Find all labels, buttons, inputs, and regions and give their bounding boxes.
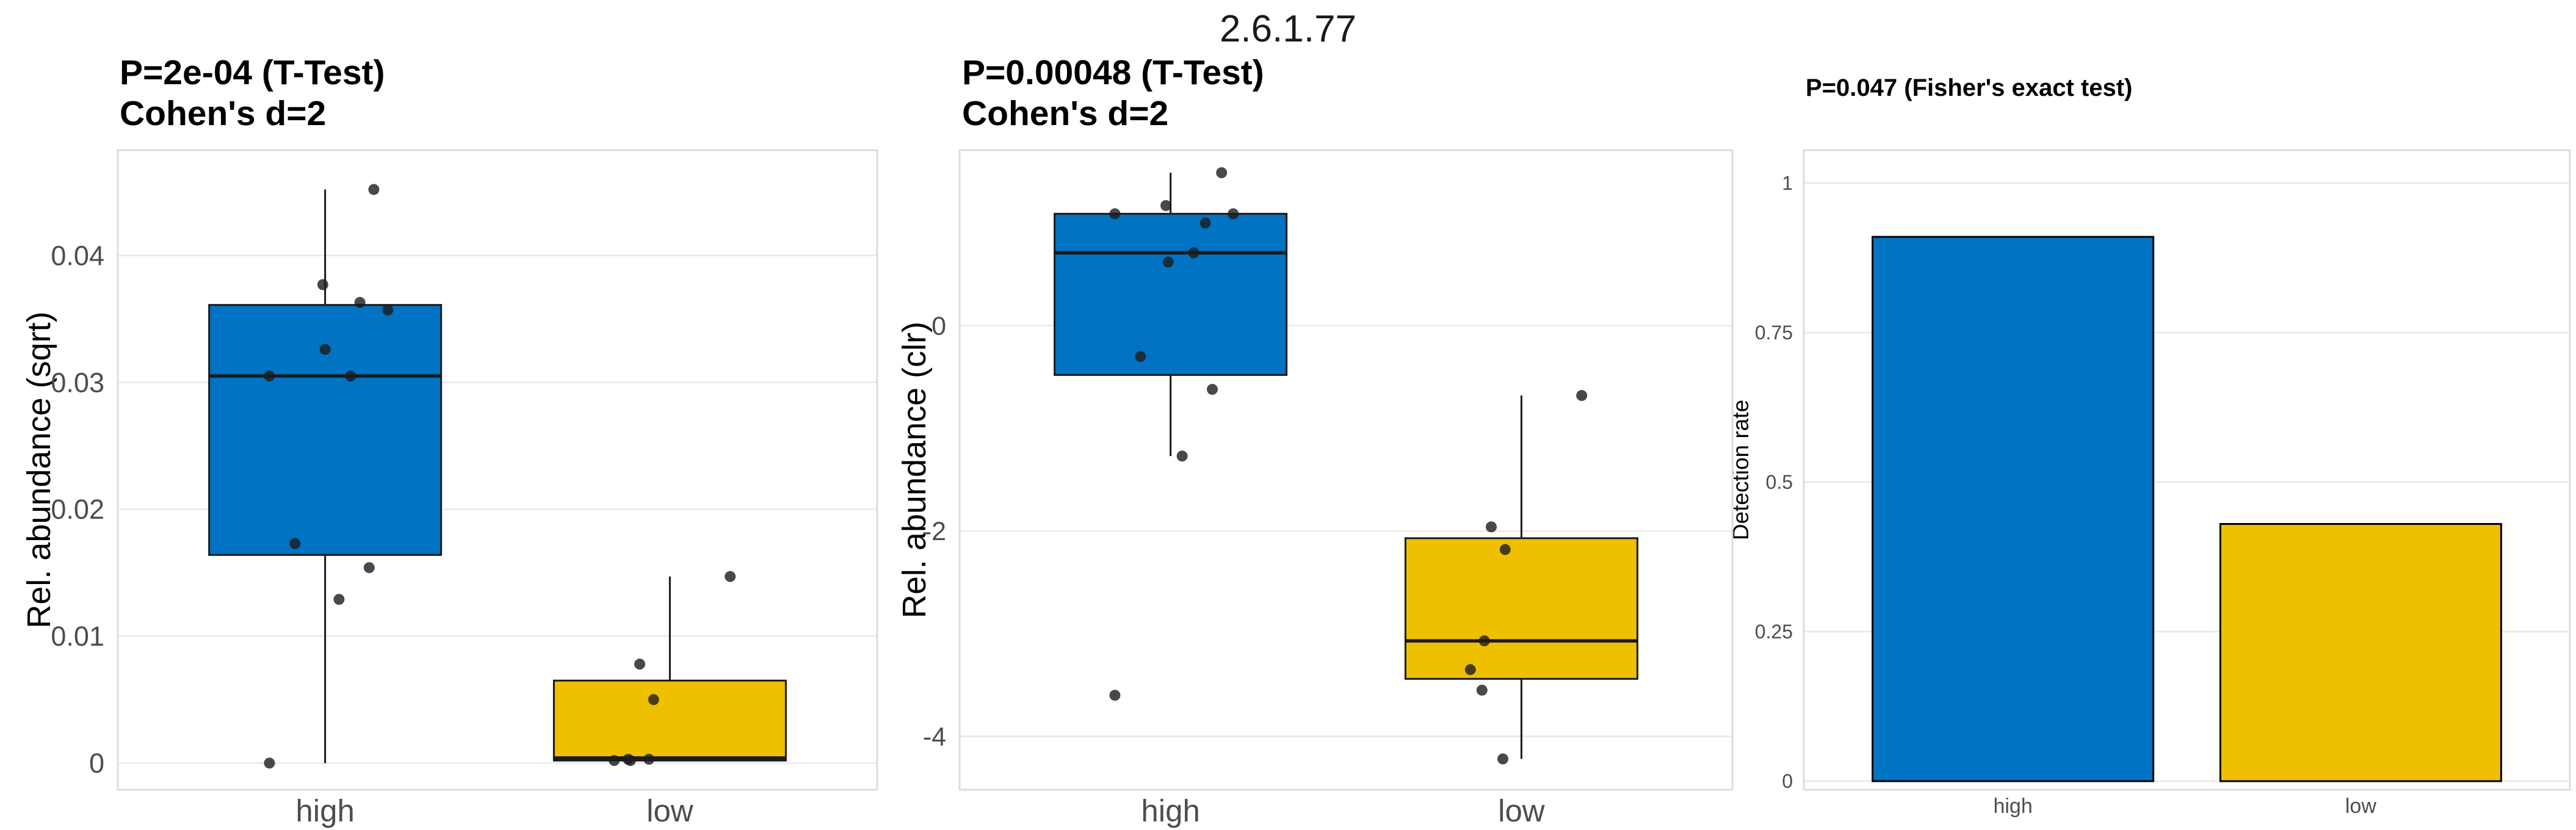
jitter-point-low (634, 659, 645, 670)
bar-low (2219, 523, 2502, 782)
jitter-point-high (363, 562, 375, 574)
jitter-point-high (1109, 690, 1121, 701)
y-tick-label: 0.02 (51, 494, 104, 525)
y-tick-label: 0 (1782, 770, 1793, 792)
y-tick-label: 0.25 (1755, 621, 1793, 643)
x-tick-label-high: high (295, 793, 354, 828)
box-high (1054, 212, 1288, 376)
jitter-point-low (1576, 390, 1588, 402)
jitter-point-low (725, 571, 736, 582)
chart2-title-line2: Cohen's d=2 (962, 94, 1169, 133)
jitter-point-low (609, 755, 620, 767)
jitter-point-high (1188, 247, 1199, 259)
jitter-point-high (345, 370, 356, 382)
chart1-title-line1: P=2e-04 (T-Test) (120, 53, 385, 92)
jitter-point-low (648, 694, 659, 706)
chart2-title: P=0.00048 (T-Test) Cohen's d=2 (962, 52, 1264, 134)
jitter-point-high (354, 297, 366, 308)
figure-title: 2.6.1.77 (1219, 8, 1357, 50)
jitter-point-high (317, 279, 328, 290)
box-low (1404, 537, 1638, 680)
jitter-point-high (1199, 217, 1211, 229)
panel-border (1803, 149, 2571, 791)
y-tick-label: 0 (89, 748, 104, 779)
jitter-point-high (1160, 200, 1172, 211)
jitter-point-high (1216, 167, 1228, 179)
jitter-point-high (382, 305, 394, 316)
jitter-point-low (1476, 684, 1488, 696)
y-tick-label: 0.75 (1755, 322, 1793, 344)
jitter-point-low (1499, 544, 1511, 555)
jitter-point-low (643, 754, 655, 765)
x-tick-label-high: high (1993, 795, 2032, 818)
x-tick-label-low: low (1498, 793, 1545, 828)
chart2-title-line1: P=0.00048 (T-Test) (962, 53, 1264, 92)
jitter-point-high (289, 538, 301, 549)
chart3-title: P=0.047 (Fisher's exact test) (1806, 74, 2133, 101)
jitter-point-high (1176, 450, 1188, 462)
jitter-point-high (1228, 208, 1239, 220)
jitter-point-high (368, 184, 380, 195)
panel-border (958, 149, 1734, 791)
x-tick-label-low: low (646, 793, 693, 828)
y-tick-label: 1 (1782, 172, 1793, 194)
jitter-point-low (624, 755, 636, 767)
box-high (208, 304, 443, 556)
jitter-point-low (1464, 664, 1476, 676)
chart1-title: P=2e-04 (T-Test) Cohen's d=2 (120, 52, 385, 134)
jitter-point-high (264, 757, 275, 769)
panel-border (117, 149, 878, 791)
bar-high (1872, 236, 2155, 782)
jitter-point-low (1485, 521, 1497, 533)
y-tick-label: 0.03 (51, 367, 104, 398)
jitter-point-high (333, 594, 345, 605)
y-tick-label: 0 (932, 312, 946, 341)
box-low (552, 679, 787, 762)
jitter-point-high (1109, 208, 1121, 220)
y-tick-label: -4 (923, 723, 946, 752)
x-tick-label-low: low (2345, 795, 2376, 818)
y-tick-label: -2 (923, 517, 946, 546)
chart1-title-line2: Cohen's d=2 (120, 94, 327, 133)
jitter-point-high (264, 370, 275, 382)
jitter-point-high (1162, 256, 1174, 268)
x-tick-label-high: high (1141, 793, 1199, 828)
y-tick-label: 0.04 (51, 240, 104, 271)
y-tick-label: 0.5 (1766, 471, 1793, 493)
jitter-point-high (319, 344, 331, 355)
jitter-point-low (1497, 753, 1508, 765)
jitter-point-high (1135, 351, 1146, 363)
jitter-point-low (1478, 635, 1490, 647)
jitter-point-high (1207, 383, 1218, 395)
y-tick-label: 0.01 (51, 621, 104, 652)
